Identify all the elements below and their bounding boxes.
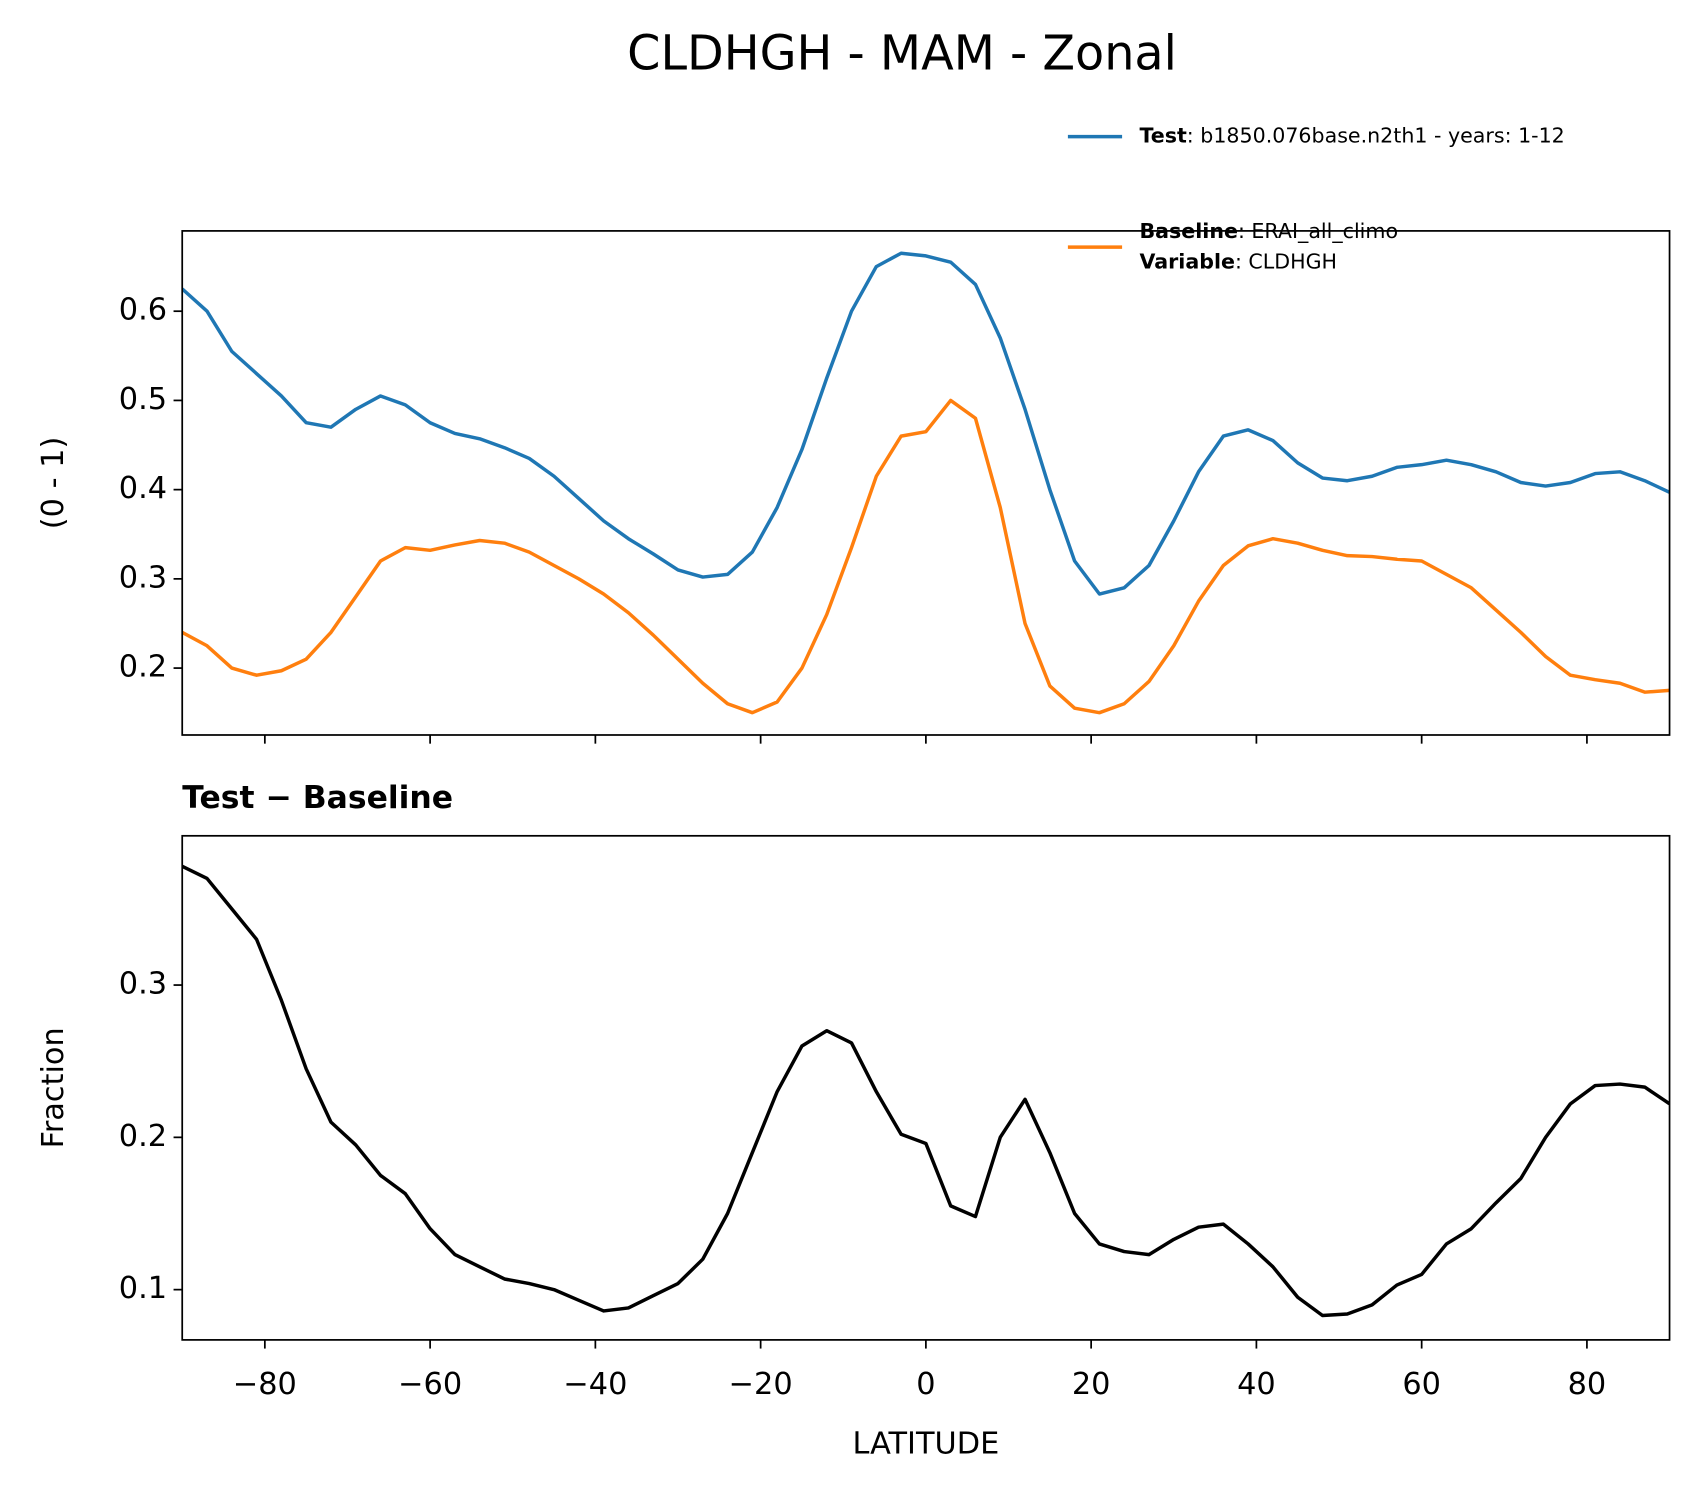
x-tick-label: 20: [1072, 1367, 1111, 1402]
y-tick-label: 0.4: [119, 471, 167, 506]
x-tick-label: 80: [1568, 1367, 1607, 1402]
x-tick-label: −80: [233, 1367, 297, 1402]
x-tick-label: 60: [1402, 1367, 1441, 1402]
x-tick-label: 0: [916, 1367, 935, 1402]
x-tick-label: −40: [563, 1367, 627, 1402]
legend-detail: : CLDHGH: [1235, 249, 1337, 273]
series-line: [182, 864, 1670, 1318]
y-tick-label: 0.6: [119, 293, 167, 328]
legend-name: Variable: [1139, 249, 1235, 273]
y-tick-label: 0.3: [119, 967, 167, 1002]
x-tick-label: −20: [729, 1367, 793, 1402]
legend-label: Baseline: ERAI_all_climo: [1139, 219, 1398, 244]
y-tick-label: 0.2: [119, 1119, 167, 1154]
legend-label: Variable: CLDHGH: [1139, 249, 1337, 273]
y-axis-label: (0 - 1): [36, 437, 71, 530]
legend-detail: : ERAI_all_climo: [1238, 219, 1398, 244]
series-line: [182, 251, 1670, 596]
legend-detail: : b1850.076base.n2th1 - years: 1-12: [1187, 124, 1565, 148]
chart-title: CLDHGH - MAM - Zonal: [627, 26, 1177, 81]
axes-frame: [181, 230, 1671, 736]
legend-name: Baseline: [1139, 219, 1238, 243]
y-tick-label: 0.1: [119, 1271, 167, 1306]
y-tick-label: 0.2: [119, 650, 167, 685]
subplot-title: Test − Baseline: [182, 780, 453, 816]
y-axis-label: Fraction: [36, 1027, 71, 1148]
series-line: [182, 398, 1670, 715]
y-tick-label: 0.3: [119, 560, 167, 595]
x-axis-label: LATITUDE: [852, 1427, 999, 1462]
y-tick-label: 0.5: [119, 382, 167, 417]
x-tick-label: −60: [398, 1367, 462, 1402]
axes-frame: [181, 834, 1671, 1341]
legend-name: Test: [1139, 124, 1187, 148]
x-tick-label: 40: [1237, 1367, 1276, 1402]
legend-label: Test: b1850.076base.n2th1 - years: 1-12: [1139, 124, 1564, 148]
